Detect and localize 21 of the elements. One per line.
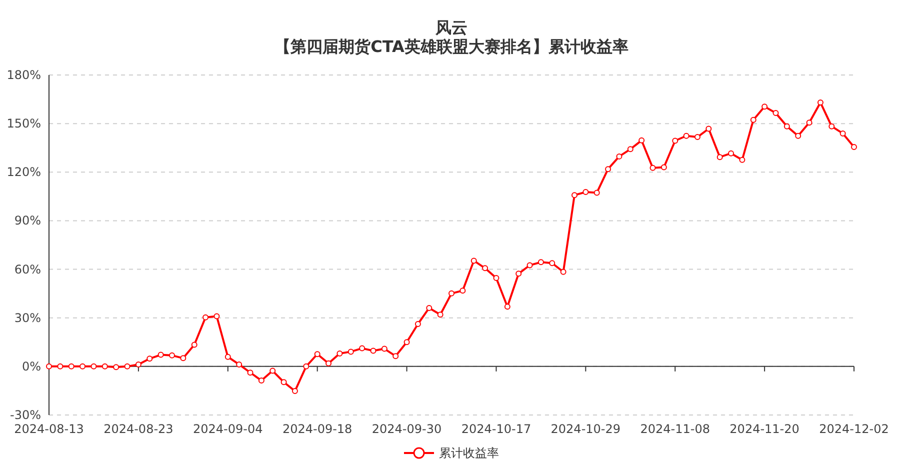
y-tick-label: 180% [6, 68, 41, 82]
y-tick-label: 0% [22, 359, 41, 374]
y-tick-label: 150% [6, 116, 41, 131]
chart-title: 风云 [434, 18, 468, 37]
x-tick-label: 2024-09-04 [193, 422, 263, 436]
x-tick-label: 2024-10-17 [461, 422, 532, 436]
x-tick-label: 2024-10-29 [550, 422, 621, 436]
x-tick-label: 2024-09-18 [282, 422, 352, 436]
x-tick-label: 2024-09-30 [372, 422, 442, 436]
y-tick-label: -30% [10, 408, 41, 422]
x-tick-label: 2024-08-23 [104, 422, 174, 436]
legend-label: 累计收益率 [439, 446, 499, 460]
x-tick-label: 2024-08-13 [14, 422, 84, 436]
x-tick-label: 2024-11-20 [730, 422, 800, 436]
x-tick-label: 2024-11-08 [640, 422, 710, 436]
x-tick-label: 2024-12-02 [819, 422, 889, 436]
y-tick-label: 120% [6, 165, 41, 180]
y-tick-label: 90% [14, 214, 41, 228]
y-tick-label: 30% [14, 310, 41, 325]
y-tick-label: 60% [14, 262, 41, 276]
chart-subtitle: 【第四届期货CTA英雄联盟大赛排名】累计收益率 [274, 37, 628, 56]
